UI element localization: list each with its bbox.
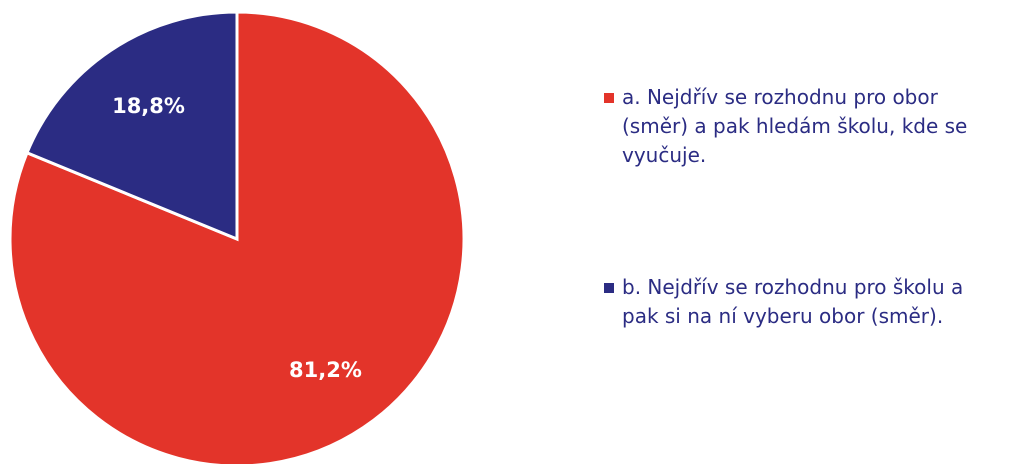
legend-label: a. Nejdřív se rozhodnu pro obor (směr) a… [622,85,968,167]
legend-swatch [604,283,614,293]
legend-item: a. Nejdřív se rozhodnu pro obor (směr) a… [604,83,994,170]
legend-swatch [604,93,614,103]
legend-item: b. Nejdřív se rozhodnu pro školu a pak s… [604,273,994,331]
pie-slice [8,10,466,464]
legend-label: b. Nejdřív se rozhodnu pro školu a pak s… [622,275,964,328]
pie-slice [25,10,239,242]
slice-label: 18,8% [112,94,185,118]
slice-label: 81,2% [289,358,362,382]
